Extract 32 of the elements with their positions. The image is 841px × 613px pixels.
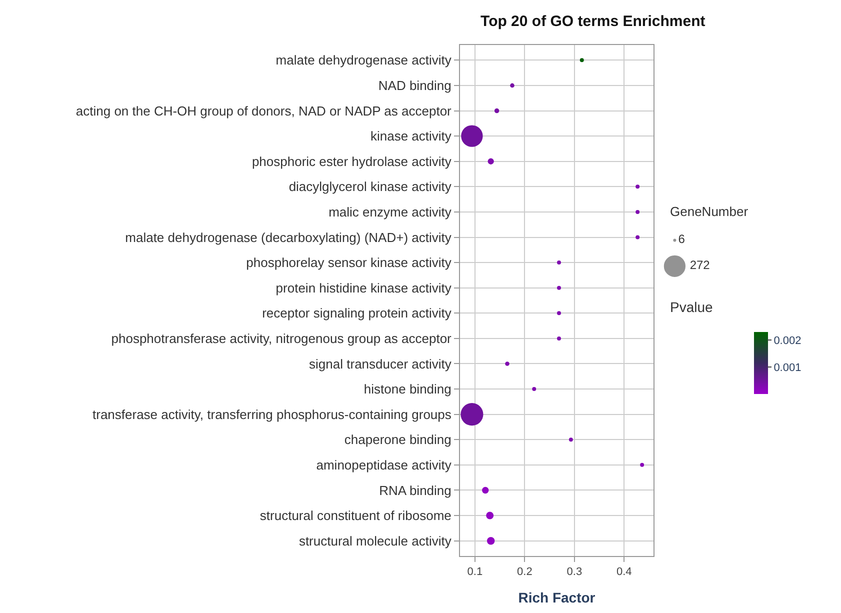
x-tick-label: 0.4 — [616, 566, 632, 578]
legend-label: 6 — [678, 232, 686, 246]
legend-label: 272 — [690, 258, 710, 272]
y-tick-label: protein histidine kinase activity — [276, 280, 452, 296]
x-axis-title: Rich Factor — [518, 590, 596, 606]
y-tick-label: phosphoric ester hydrolase activity — [252, 154, 452, 169]
y-tick-label: malic enzyme activity — [328, 204, 452, 220]
y-tick-label: phosphorelay sensor kinase activity — [246, 255, 452, 270]
y-tick-label: signal transducer activity — [309, 356, 452, 372]
y-tick-label: diacylglycerol kinase activity — [288, 179, 452, 194]
color-bar-label: 0.001 — [774, 362, 802, 374]
y-tick-label: receptor signaling protein activity — [262, 306, 452, 321]
x-tick-label: 0.1 — [467, 566, 483, 578]
y-tick-label: malate dehydrogenase activity — [276, 52, 452, 68]
chart-title: Top 20 of GO terms Enrichment — [480, 12, 706, 30]
y-tick-label: malate dehydrogenase (decarboxylating) (NAD+) activity — [125, 230, 452, 245]
y-tick-label: NAD binding — [378, 78, 452, 94]
legend-title: GeneNumber — [670, 204, 749, 219]
y-tick-label: chaperone binding — [344, 432, 452, 448]
y-tick-label: aminopeptidase activity — [316, 457, 452, 472]
color-bar-title: Pvalue — [670, 299, 714, 315]
x-tick-label: 0.2 — [517, 566, 532, 578]
y-tick-label: histone binding — [364, 382, 452, 397]
y-tick-label: phosphotransferase activity, nitrogenous group as acceptor — [111, 331, 452, 346]
y-tick-label: transferase activity, transferring phosphorus-containing groups — [92, 406, 452, 422]
color-bar-label: 0.002 — [774, 334, 802, 347]
y-tick-label: RNA binding — [379, 482, 452, 498]
x-tick-label: 0.3 — [566, 566, 582, 578]
y-tick-label: acting on the CH-OH group of donors, NAD or NADP as acceptor — [76, 103, 452, 118]
y-tick-label: structural constituent of ribosome — [260, 508, 452, 524]
y-tick-label: structural molecule activity — [298, 533, 452, 548]
y-tick-label: kinase activity — [370, 128, 452, 144]
